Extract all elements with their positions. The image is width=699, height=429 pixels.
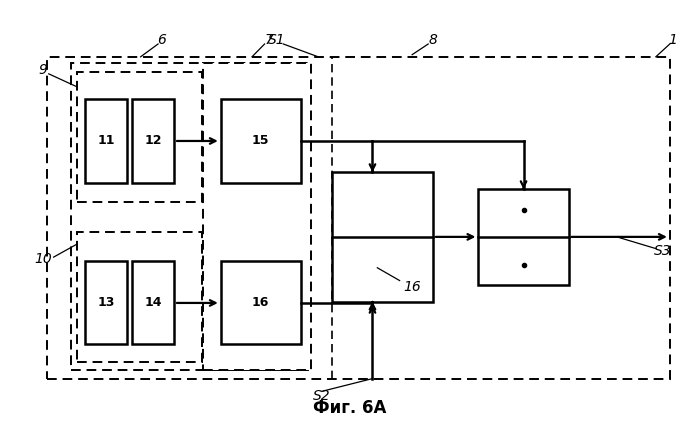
Bar bbox=[71, 63, 308, 370]
Text: 9: 9 bbox=[38, 63, 48, 77]
Text: 15: 15 bbox=[252, 134, 270, 148]
Bar bbox=[85, 261, 127, 344]
Text: Фиг. 6А: Фиг. 6А bbox=[313, 399, 386, 417]
Text: 16: 16 bbox=[252, 296, 269, 309]
Bar bbox=[132, 100, 174, 182]
Text: 11: 11 bbox=[97, 134, 115, 148]
Bar bbox=[47, 57, 670, 379]
Bar bbox=[77, 232, 202, 362]
Bar bbox=[85, 100, 127, 182]
Bar bbox=[203, 63, 311, 370]
Text: 10: 10 bbox=[34, 252, 52, 266]
Bar bbox=[221, 261, 301, 344]
Text: S3: S3 bbox=[654, 244, 672, 258]
Bar bbox=[332, 172, 433, 302]
Text: 12: 12 bbox=[145, 134, 162, 148]
Bar bbox=[478, 189, 569, 285]
Text: 7: 7 bbox=[265, 33, 274, 47]
Bar bbox=[132, 261, 174, 344]
Bar bbox=[221, 100, 301, 182]
Text: 6: 6 bbox=[157, 33, 166, 47]
Text: S2: S2 bbox=[313, 389, 331, 403]
Text: 13: 13 bbox=[97, 296, 115, 309]
Text: 16: 16 bbox=[403, 280, 421, 294]
Text: 1: 1 bbox=[669, 33, 678, 47]
Text: 8: 8 bbox=[428, 33, 438, 47]
Bar bbox=[77, 72, 202, 202]
Text: S1: S1 bbox=[268, 33, 285, 47]
Text: 14: 14 bbox=[145, 296, 162, 309]
